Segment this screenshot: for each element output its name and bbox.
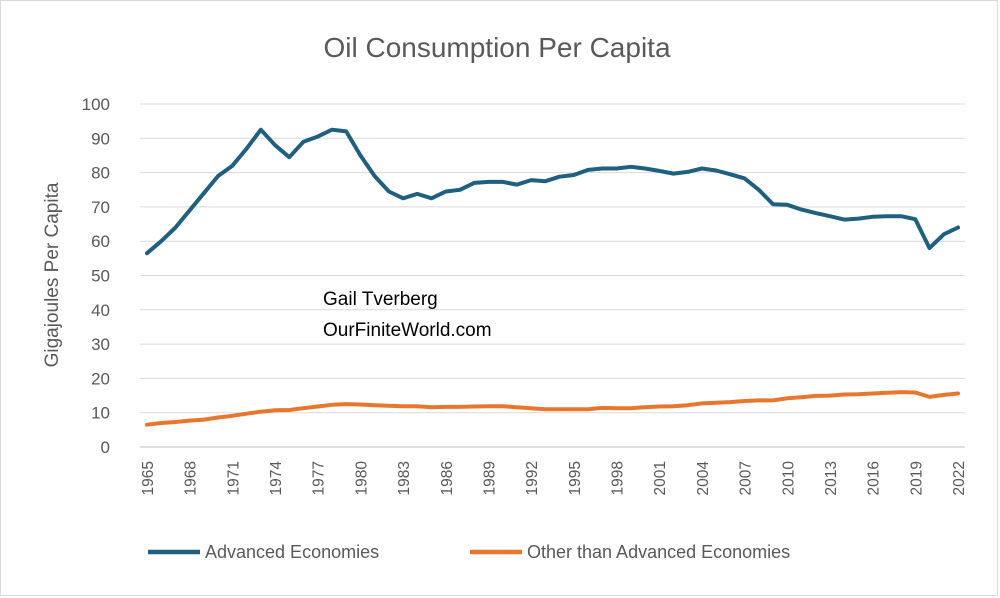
y-tick-label: 100 xyxy=(82,95,110,114)
x-tick-label: 2019 xyxy=(908,461,925,495)
y-tick-label: 60 xyxy=(91,232,110,251)
x-tick-label: 2010 xyxy=(780,461,797,496)
series-line-other-economies xyxy=(145,390,960,427)
x-tick-label: 2007 xyxy=(738,461,755,495)
annotation-author: Gail Tverberg xyxy=(323,289,438,310)
x-tick-label: 1974 xyxy=(268,461,285,496)
series-line-advanced-economies xyxy=(145,127,960,256)
x-tick-label: 1998 xyxy=(610,461,627,495)
x-tick-label: 2013 xyxy=(823,461,840,495)
chart-title: Oil Consumption Per Capita xyxy=(323,32,670,63)
y-tick-label: 0 xyxy=(101,438,110,457)
x-tick-label: 1977 xyxy=(311,461,328,495)
legend-label-advanced: Advanced Economies xyxy=(205,542,379,562)
y-tick-label: 20 xyxy=(91,369,110,388)
x-tick-label: 1995 xyxy=(567,461,584,495)
x-axis-ticks: 1965 1968 1971 1974 1977 1980 1983 1986 1989 1992… xyxy=(140,461,968,496)
y-tick-label: 10 xyxy=(91,404,110,423)
y-tick-label: 40 xyxy=(91,301,110,320)
x-tick-label: 1989 xyxy=(481,461,498,495)
x-tick-label: 1965 xyxy=(140,461,157,495)
x-tick-label: 2001 xyxy=(652,461,669,495)
y-tick-label: 90 xyxy=(91,129,110,148)
gridlines xyxy=(140,103,965,448)
y-tick-label: 80 xyxy=(91,164,110,183)
x-tick-label: 1968 xyxy=(183,461,200,495)
y-tick-label: 30 xyxy=(91,335,110,354)
annotation-website: OurFiniteWorld.com xyxy=(323,320,492,341)
x-tick-label: 1971 xyxy=(225,461,242,495)
y-axis-ticks: 0 10 20 30 40 50 60 70 80 90 100 xyxy=(82,95,110,457)
x-tick-label: 2004 xyxy=(695,461,712,496)
x-tick-label: 2022 xyxy=(951,461,968,495)
legend: Advanced Economies Other than Advanced E… xyxy=(148,542,790,562)
x-tick-label: 1992 xyxy=(524,461,541,495)
y-tick-label: 50 xyxy=(91,267,110,286)
x-tick-label: 2016 xyxy=(866,461,883,495)
x-tick-label: 1983 xyxy=(396,461,413,495)
y-axis-label: Gigajoules Per Capita xyxy=(42,182,63,367)
x-tick-label: 1980 xyxy=(353,461,370,496)
x-tick-label: 1986 xyxy=(439,461,456,495)
legend-label-other: Other than Advanced Economies xyxy=(527,542,790,562)
y-tick-label: 70 xyxy=(91,198,110,217)
series-lines xyxy=(145,127,960,427)
